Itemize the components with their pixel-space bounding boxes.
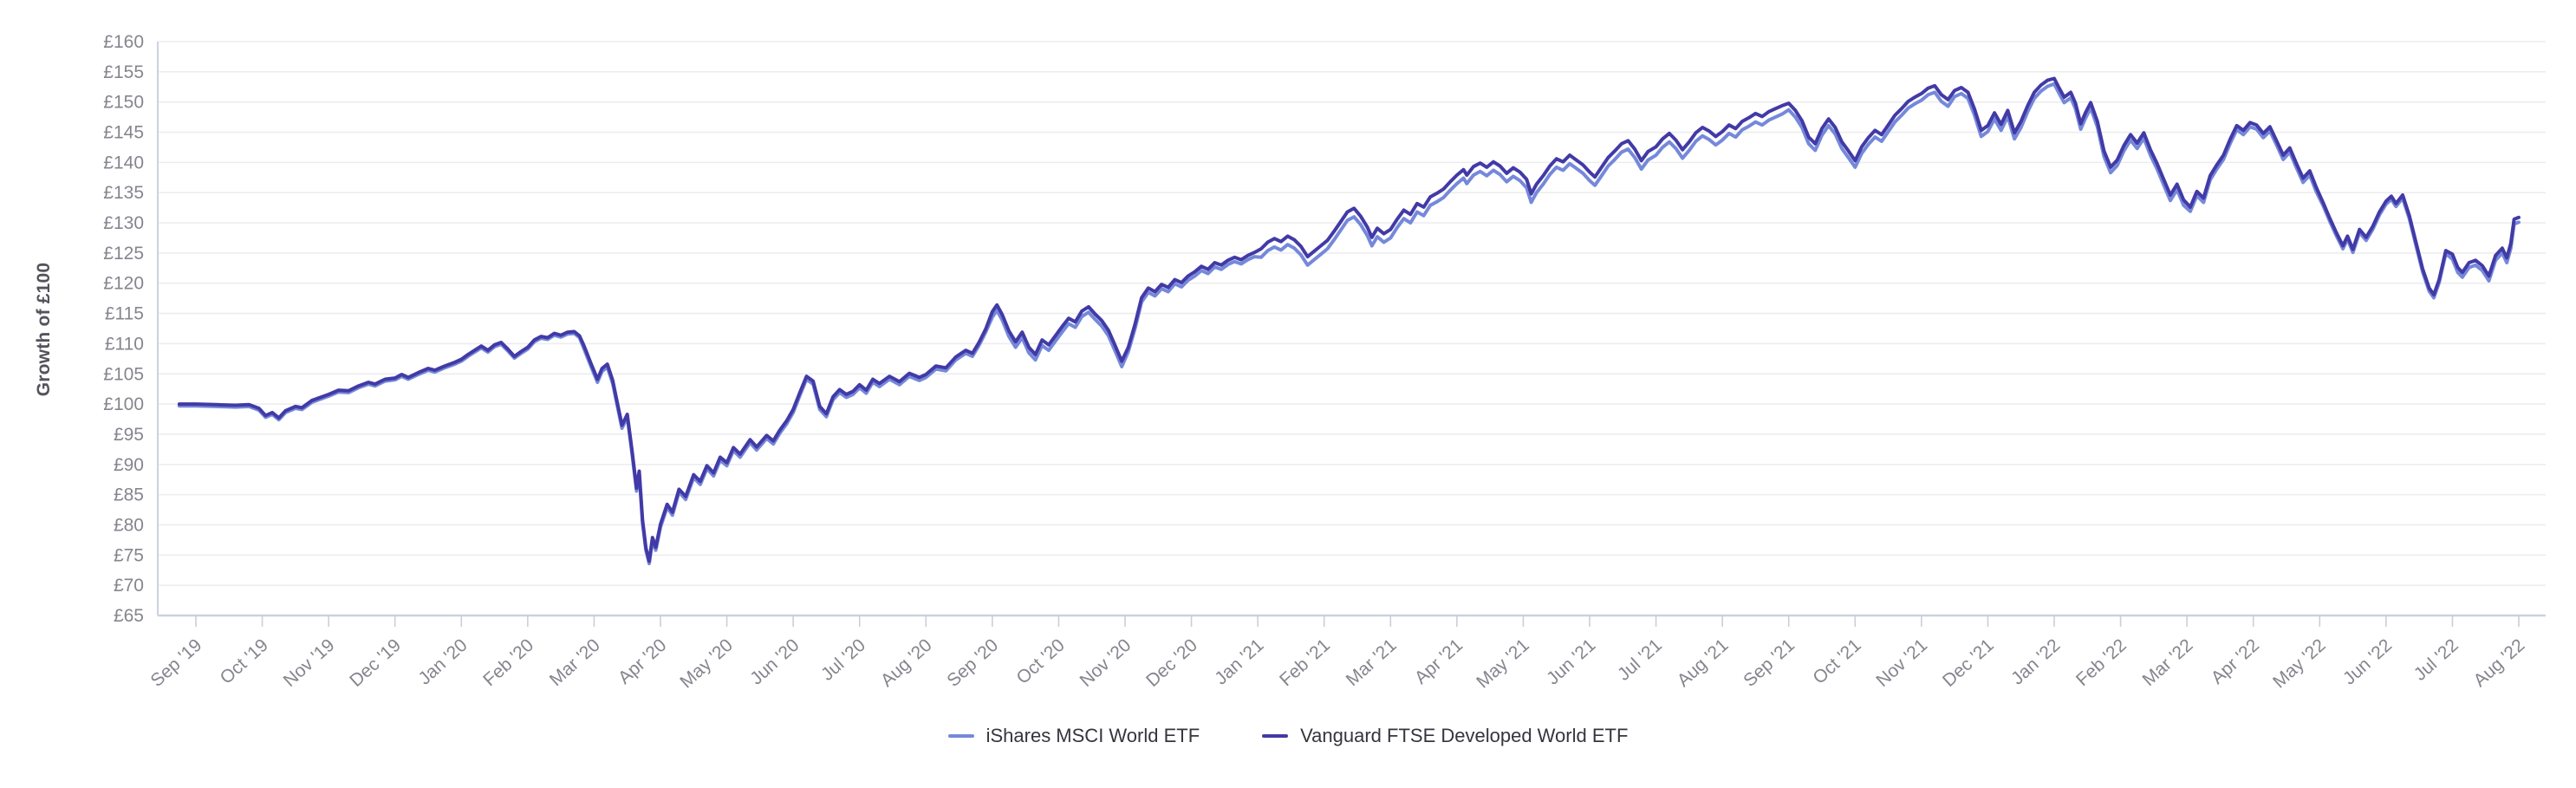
x-tick-label: Oct '19 <box>217 635 272 688</box>
y-tick-label: £145 <box>103 123 144 143</box>
x-tick-label: Jan '20 <box>414 635 471 689</box>
x-tick-label: Mar '21 <box>1343 635 1401 691</box>
vanguard-legend-label: Vanguard FTSE Developed World ETF <box>1300 725 1629 746</box>
x-tick-label: Dec '19 <box>346 635 405 691</box>
legend-item-vanguard[interactable]: Vanguard FTSE Developed World ETF <box>1262 725 1628 747</box>
x-tick-label: Aug '20 <box>877 635 936 691</box>
y-tick-label: £140 <box>103 153 144 173</box>
ishares-legend-label: iShares MSCI World ETF <box>986 725 1200 746</box>
y-tick-label: £105 <box>103 364 144 384</box>
x-tick-label: Dec '20 <box>1142 635 1201 691</box>
ishares-line-swatch <box>947 734 974 738</box>
x-tick-label: Nov '21 <box>1872 635 1931 691</box>
x-tick-label: Aug '21 <box>1674 635 1733 691</box>
y-tick-label: £160 <box>103 32 144 52</box>
x-tick-label: Oct '21 <box>1809 635 1864 688</box>
x-tick-label: Aug '22 <box>2470 635 2529 691</box>
x-tick-label: Jul '21 <box>1614 635 1666 685</box>
x-tick-label: Jun '20 <box>746 635 803 689</box>
gridlines <box>158 41 2546 586</box>
x-tick-label: May '22 <box>2269 635 2330 693</box>
x-tick-label: May '20 <box>676 635 737 693</box>
legend-item-ishares[interactable]: iShares MSCI World ETF <box>947 725 1200 747</box>
y-axis-title: Growth of £100 <box>34 263 54 397</box>
x-tick-label: Feb '20 <box>479 635 537 691</box>
x-tick-label: Jun '21 <box>1543 635 1599 689</box>
x-tick-label: Sep '19 <box>147 635 206 691</box>
x-tick-label: Dec '21 <box>1939 635 1998 691</box>
y-tick-label: £125 <box>103 244 144 264</box>
y-tick-label: £135 <box>103 183 144 203</box>
y-tick-label: £155 <box>103 62 144 82</box>
series-lines <box>177 76 2521 566</box>
series-line-vanguard <box>177 76 2521 563</box>
x-tick-label: Apr '21 <box>1411 635 1467 688</box>
y-tick-label: £130 <box>103 213 144 233</box>
y-tick-label: £100 <box>103 394 144 414</box>
x-tick-label: Jul '22 <box>2410 635 2462 685</box>
x-tick-label: Sep '20 <box>943 635 1002 691</box>
axis-labels: £160 £155 £150 £145 £140 £135 £130 £125 £120 £115… <box>103 32 2528 692</box>
x-tick-label: Jun '22 <box>2339 635 2396 689</box>
y-tick-label: £65 <box>114 606 144 626</box>
y-tick-label: £85 <box>114 485 144 505</box>
y-tick-label: £150 <box>103 93 144 113</box>
x-tick-label: Feb '22 <box>2072 635 2130 691</box>
axes <box>157 42 2546 627</box>
series-line-ishares <box>177 81 2521 566</box>
y-tick-label: £95 <box>114 425 144 445</box>
legend: iShares MSCI World ETF Vanguard FTSE Dev… <box>0 725 2576 747</box>
y-tick-label: £75 <box>114 545 144 565</box>
y-tick-label: £115 <box>105 304 144 324</box>
x-tick-label: Jul '20 <box>817 635 869 685</box>
x-tick-label: Sep '21 <box>1740 635 1799 691</box>
x-tick-label: Mar '20 <box>546 635 604 691</box>
x-tick-label: Mar '22 <box>2139 635 2197 691</box>
x-tick-label: Apr '20 <box>615 635 670 688</box>
x-tick-label: May '21 <box>1473 635 1533 693</box>
y-tick-label: £70 <box>114 576 144 596</box>
y-tick-label: £90 <box>114 455 144 475</box>
y-tick-label: £110 <box>105 334 144 354</box>
x-tick-label: Nov '20 <box>1077 635 1135 691</box>
x-tick-label: Oct '20 <box>1012 635 1068 688</box>
y-tick-label: £120 <box>103 274 144 294</box>
vanguard-line-swatch <box>1262 734 1289 738</box>
x-tick-label: Feb '21 <box>1276 635 1334 691</box>
x-tick-label: Jan '22 <box>2007 635 2064 689</box>
x-tick-label: Apr '22 <box>2208 635 2263 688</box>
y-tick-label: £80 <box>114 515 144 535</box>
x-tick-label: Nov '19 <box>280 635 339 691</box>
x-tick-label: Jan '21 <box>1211 635 1267 689</box>
